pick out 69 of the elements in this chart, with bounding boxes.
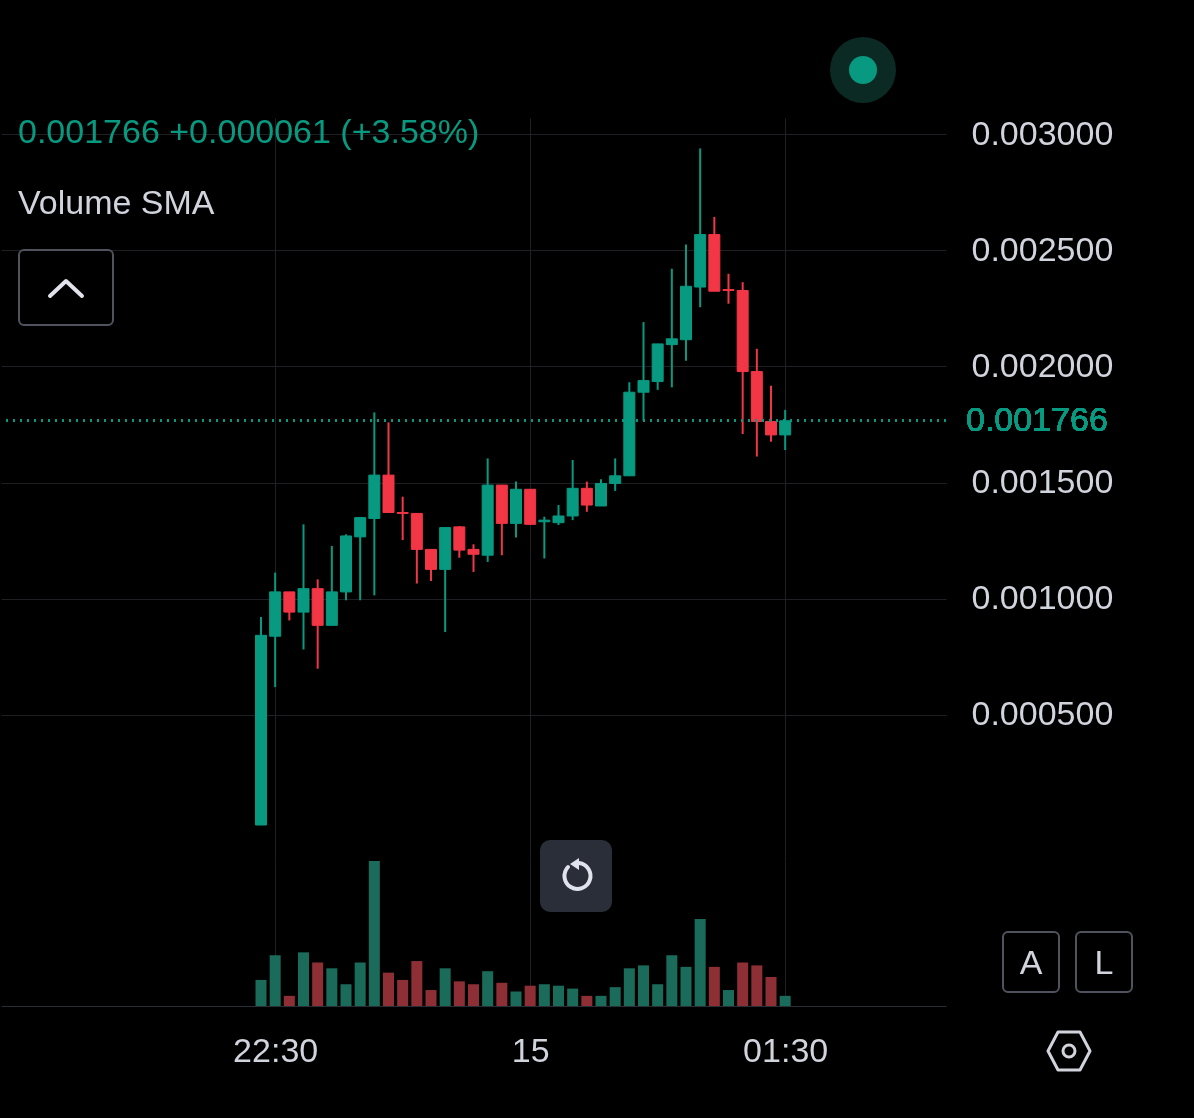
bar — [312, 962, 324, 1006]
bar — [510, 991, 522, 1006]
bar — [298, 952, 309, 1006]
candlestick — [595, 478, 607, 507]
candlestick — [467, 543, 480, 573]
candlestick — [609, 457, 622, 492]
candlestick — [396, 495, 409, 542]
candlestick — [580, 480, 593, 513]
candlestick — [722, 272, 735, 305]
bar — [567, 988, 579, 1006]
annotation: Volume SMA — [18, 183, 215, 222]
y-tick-label: 0.000500 — [971, 694, 1114, 733]
bar — [765, 977, 777, 1006]
x-tick-label: 01:30 — [743, 1030, 829, 1069]
bar — [340, 984, 352, 1006]
x-tick-label: 22:30 — [233, 1030, 319, 1069]
bar — [496, 982, 508, 1006]
bar — [439, 968, 451, 1006]
bar — [609, 987, 621, 1006]
bar — [468, 984, 479, 1006]
bar — [482, 971, 494, 1006]
candlestick — [453, 524, 466, 559]
y-tick-label: 0.002500 — [971, 229, 1114, 268]
y-tick-label: 0.002000 — [971, 345, 1114, 384]
bar — [779, 995, 791, 1006]
bar — [666, 955, 678, 1006]
bar — [623, 968, 635, 1006]
bar — [708, 966, 720, 1006]
bar — [737, 962, 749, 1006]
bar — [524, 985, 536, 1006]
bar — [553, 985, 564, 1006]
candlestick — [637, 321, 650, 422]
bar — [453, 981, 465, 1006]
bar — [751, 965, 763, 1006]
bar — [283, 995, 295, 1006]
bar — [652, 984, 664, 1006]
candlestick — [765, 384, 777, 443]
ref-line-label: 0.001766 — [966, 399, 1108, 438]
bar — [255, 979, 267, 1006]
y-tick-label: 0.003000 — [971, 113, 1114, 152]
bar — [581, 995, 593, 1006]
bar — [425, 990, 437, 1006]
bar — [694, 919, 706, 1006]
candlestick — [354, 516, 367, 602]
bar — [723, 990, 734, 1006]
candlestick — [297, 523, 310, 651]
x-tick-label: 15 — [511, 1030, 550, 1069]
candlestick — [665, 267, 678, 389]
candlestick — [779, 408, 792, 452]
bar — [326, 968, 338, 1006]
y-tick-label: 0.001000 — [971, 578, 1114, 617]
bar — [638, 965, 649, 1006]
letter-button: L — [1075, 931, 1133, 993]
annotation: 0.001766 +0.000061 (+3.58%) — [18, 112, 480, 151]
candlestick — [283, 590, 296, 622]
bar — [411, 961, 423, 1006]
bar — [397, 979, 409, 1006]
candlestick — [425, 548, 437, 582]
bar — [538, 984, 550, 1006]
bar — [595, 995, 607, 1006]
bar — [354, 962, 366, 1006]
bar — [269, 955, 281, 1006]
bar — [368, 861, 380, 1006]
bar — [680, 966, 692, 1006]
bar — [383, 972, 394, 1006]
candlestick — [538, 515, 551, 560]
candlestick — [552, 504, 565, 527]
letter-button: A — [1002, 931, 1060, 993]
y-tick-label: 0.001500 — [971, 462, 1114, 501]
